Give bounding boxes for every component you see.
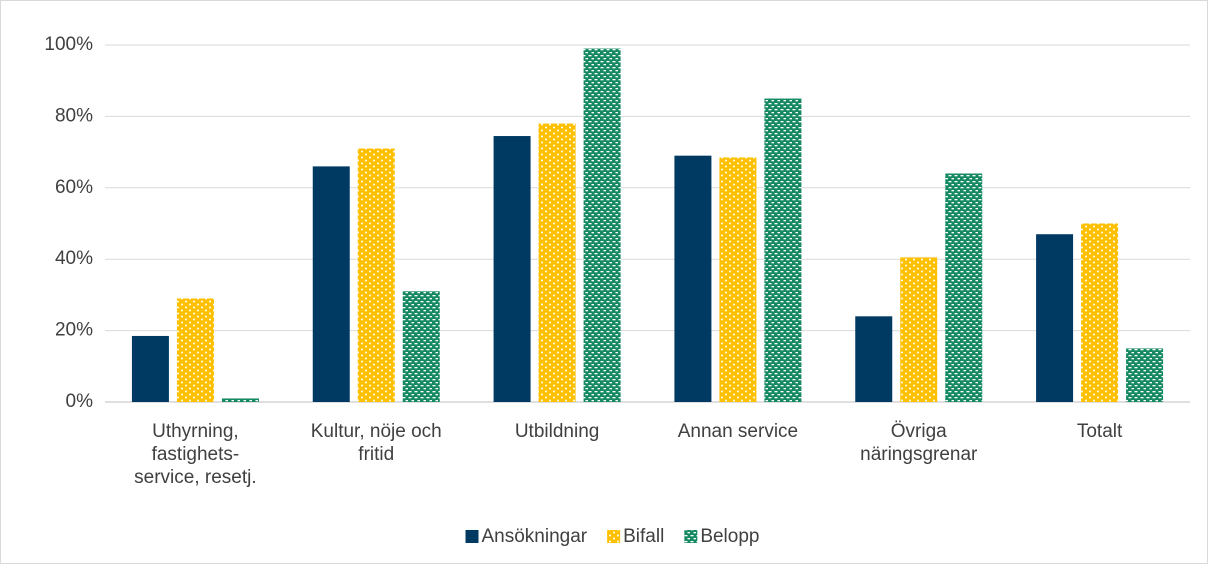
bar bbox=[493, 136, 531, 402]
x-tick-label: Övriga näringsgrenar bbox=[860, 421, 978, 465]
x-tick-label: Utbildning bbox=[514, 421, 600, 442]
y-tick-label: 20% bbox=[55, 320, 93, 341]
bar bbox=[764, 98, 802, 403]
legend-swatch bbox=[684, 530, 698, 543]
legend-swatch bbox=[607, 530, 621, 543]
bar bbox=[357, 148, 395, 402]
legend-label: Bifall bbox=[623, 526, 664, 547]
y-tick-label: 40% bbox=[55, 248, 93, 269]
y-tick-label: 100% bbox=[44, 34, 93, 55]
x-tick-label: Kultur, nöje och fritid bbox=[310, 421, 442, 465]
bar bbox=[538, 123, 576, 402]
bar bbox=[221, 398, 259, 402]
legend-label: Ansökningar bbox=[482, 526, 588, 547]
legend-label: Belopp bbox=[700, 526, 759, 547]
x-tick-label: Totalt bbox=[1076, 421, 1123, 442]
bar bbox=[1126, 348, 1164, 402]
legend-swatch bbox=[465, 530, 479, 543]
x-tick-label: Uthyrning, fastighets-service, resetj. bbox=[134, 421, 257, 488]
bar bbox=[1081, 223, 1119, 402]
bar bbox=[312, 166, 350, 402]
bar bbox=[402, 291, 440, 402]
x-tick-label: Annan service bbox=[677, 421, 799, 442]
bar bbox=[900, 257, 938, 402]
bar bbox=[855, 316, 893, 402]
bar bbox=[719, 157, 757, 402]
bar bbox=[131, 335, 169, 402]
y-tick-label: 0% bbox=[66, 391, 94, 412]
bar bbox=[945, 173, 983, 402]
bar bbox=[583, 48, 621, 402]
bar bbox=[674, 155, 712, 402]
y-tick-label: 60% bbox=[55, 177, 93, 198]
bar bbox=[1036, 234, 1074, 402]
bar bbox=[176, 298, 214, 402]
y-tick-label: 80% bbox=[55, 105, 93, 126]
